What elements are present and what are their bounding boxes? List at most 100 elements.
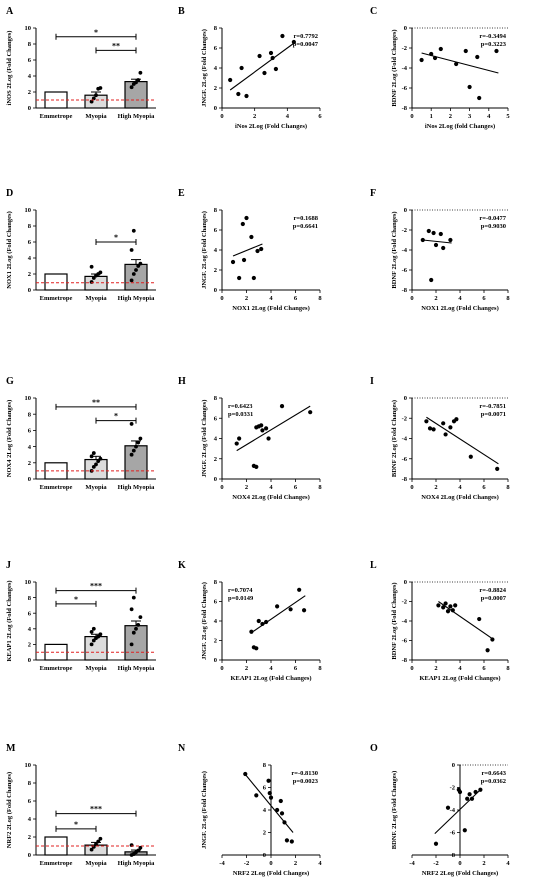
x-tick-label: Emmetrope bbox=[40, 113, 73, 120]
x-tick-label: 2 bbox=[482, 860, 485, 867]
data-point bbox=[424, 419, 429, 424]
panel-letter: O bbox=[370, 743, 378, 754]
data-point bbox=[136, 264, 141, 268]
y-tick-label: 6 bbox=[214, 227, 218, 234]
r-value: r=0.1688 bbox=[294, 215, 319, 222]
p-value: p=0.0149 bbox=[228, 595, 254, 602]
x-tick-label: 4 bbox=[269, 484, 273, 491]
panel-letter: H bbox=[178, 376, 186, 387]
data-point bbox=[98, 836, 103, 841]
data-point bbox=[467, 792, 472, 797]
significance-label: ** bbox=[92, 398, 100, 407]
y-tick-label: 6 bbox=[28, 610, 32, 617]
data-point bbox=[448, 425, 453, 430]
x-tick-label: 0 bbox=[410, 484, 413, 491]
y-axis-label: JNGF. 2Log (Fold Changes) bbox=[201, 211, 208, 289]
y-axis-label: iNOS 2Log (Fold Changes) bbox=[6, 31, 13, 106]
data-point bbox=[441, 605, 446, 610]
x-tick-label: -2 bbox=[433, 860, 438, 867]
data-point bbox=[259, 246, 264, 252]
data-point bbox=[297, 587, 302, 592]
data-point bbox=[477, 616, 482, 622]
data-point bbox=[129, 278, 134, 283]
y-axis-label: NOX1 2Log (Fold Changes) bbox=[6, 211, 13, 288]
data-point bbox=[234, 441, 239, 446]
x-tick-label: 4 bbox=[286, 113, 290, 120]
p-value: p=0.0007 bbox=[481, 595, 507, 602]
x-tick-label: Myopia bbox=[85, 295, 107, 302]
y-tick-label: 4 bbox=[28, 816, 32, 823]
data-point bbox=[268, 50, 274, 56]
data-point bbox=[98, 456, 103, 461]
data-point bbox=[475, 54, 480, 60]
data-point bbox=[230, 259, 236, 265]
y-tick-label: 4 bbox=[263, 807, 267, 814]
x-tick-label: 0 bbox=[410, 665, 413, 672]
data-point bbox=[89, 264, 94, 269]
x-tick-label: 0 bbox=[220, 484, 223, 491]
data-point bbox=[477, 95, 482, 101]
y-tick-label: 8 bbox=[214, 207, 218, 214]
data-point bbox=[429, 277, 434, 283]
y-tick-label: -8 bbox=[402, 476, 408, 483]
x-axis-label: NOX4 2Log (Fold Changes) bbox=[232, 494, 309, 501]
x-tick-label: 4 bbox=[269, 295, 273, 302]
y-axis-label: BDNF 2Log (Fold Changes) bbox=[391, 29, 398, 106]
data-point bbox=[463, 48, 468, 54]
regression-line bbox=[422, 239, 452, 244]
y-tick-label: 2 bbox=[214, 456, 217, 463]
y-tick-label: 6 bbox=[28, 428, 32, 435]
panel-letter: M bbox=[6, 743, 16, 754]
data-point bbox=[89, 847, 94, 852]
x-tick-label: 6 bbox=[318, 113, 322, 120]
data-point bbox=[420, 237, 425, 243]
y-tick-label: -4 bbox=[402, 618, 408, 625]
data-point bbox=[94, 842, 98, 847]
x-tick-label: 4 bbox=[487, 113, 491, 120]
x-tick-label: 8 bbox=[318, 665, 322, 672]
data-point bbox=[91, 96, 96, 101]
y-tick-label: -6 bbox=[402, 85, 408, 92]
p-value: p=0.0071 bbox=[481, 411, 506, 418]
y-tick-label: 0 bbox=[404, 25, 407, 32]
data-point bbox=[462, 828, 467, 833]
y-tick-label: 8 bbox=[214, 25, 218, 32]
data-point bbox=[429, 51, 434, 57]
data-point bbox=[448, 604, 453, 609]
x-tick-label: 8 bbox=[318, 295, 322, 302]
x-tick-label: 6 bbox=[294, 665, 298, 672]
data-point bbox=[275, 807, 280, 813]
x-tick-label: Myopia bbox=[85, 665, 107, 672]
x-tick-label: -2 bbox=[244, 860, 249, 867]
x-tick-label: Emmetrope bbox=[40, 665, 73, 672]
r-value: r=-0.7851 bbox=[479, 403, 506, 410]
data-point bbox=[254, 646, 259, 651]
x-axis-label: NOX1 2Log (Fold Changes) bbox=[232, 305, 309, 312]
data-point bbox=[432, 55, 438, 61]
y-tick-label: -6 bbox=[450, 830, 456, 837]
data-point bbox=[136, 623, 141, 627]
x-tick-label: 4 bbox=[458, 295, 462, 302]
significance-label: ** bbox=[112, 41, 120, 50]
data-point bbox=[438, 46, 443, 52]
r-value: r=0.7792 bbox=[294, 33, 318, 40]
data-point bbox=[494, 48, 499, 54]
data-point bbox=[244, 93, 249, 99]
bar bbox=[84, 94, 108, 109]
y-tick-label: 2 bbox=[214, 267, 217, 274]
data-point bbox=[270, 55, 275, 61]
r-value: r=-0.8130 bbox=[291, 770, 318, 777]
x-tick-label: 4 bbox=[269, 665, 273, 672]
panel-letter: J bbox=[6, 560, 11, 571]
data-point bbox=[485, 648, 490, 653]
y-tick-label: -2 bbox=[402, 599, 407, 606]
y-tick-label: 0 bbox=[28, 657, 31, 664]
data-point bbox=[237, 436, 242, 441]
x-tick-label: -4 bbox=[219, 860, 225, 867]
